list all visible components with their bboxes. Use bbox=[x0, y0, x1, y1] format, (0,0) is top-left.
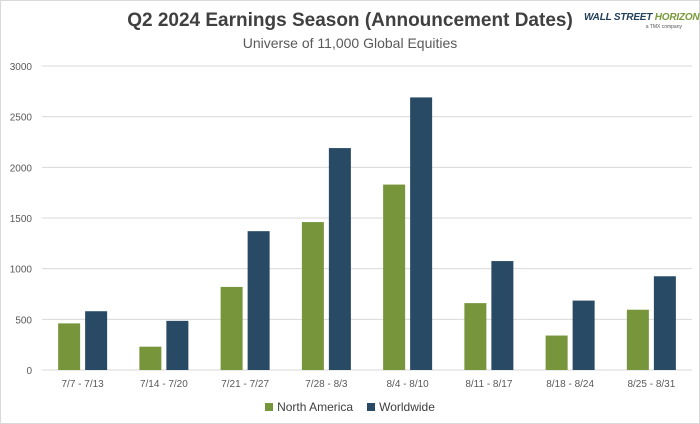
x-tick-label: 8/4 - 8/10 bbox=[386, 379, 429, 390]
legend-item-worldwide: Worldwide bbox=[367, 400, 435, 414]
x-tick-label: 7/28 - 8/3 bbox=[305, 379, 348, 390]
chart-subtitle: Universe of 11,000 Global Equities bbox=[242, 35, 458, 51]
chart-title: Q2 2024 Earnings Season (Announcement Da… bbox=[127, 10, 573, 31]
legend-swatch-worldwide bbox=[367, 403, 376, 411]
y-tick-label: 2000 bbox=[10, 163, 33, 174]
legend: North America Worldwide bbox=[0, 400, 700, 414]
bar-north-america-4 bbox=[383, 184, 406, 370]
logo-text-main: WALL STREET bbox=[584, 12, 655, 23]
y-tick-label: 1500 bbox=[10, 214, 33, 225]
bar-worldwide-3 bbox=[328, 148, 351, 370]
logo-wordmark: WALL STREET HORIZON bbox=[584, 12, 700, 23]
x-tick-label: 7/14 - 7/20 bbox=[140, 379, 188, 390]
bar-worldwide-0 bbox=[85, 311, 108, 370]
bar-north-america-1 bbox=[139, 346, 162, 370]
bar-worldwide-4 bbox=[410, 97, 433, 370]
bar-north-america-7 bbox=[626, 309, 649, 370]
bar-north-america-5 bbox=[464, 303, 487, 370]
legend-label-north-america: North America bbox=[277, 400, 354, 414]
y-axis-tick-labels: 0 500 1000 1500 2000 2500 3000 bbox=[10, 62, 33, 377]
legend-label-worldwide: Worldwide bbox=[379, 400, 435, 414]
x-tick-label: 8/25 - 8/31 bbox=[627, 379, 675, 390]
bar-north-america-0 bbox=[58, 323, 81, 370]
y-tick-label: 0 bbox=[26, 366, 32, 377]
y-tick-label: 1000 bbox=[10, 265, 33, 276]
bars bbox=[58, 97, 676, 370]
bar-worldwide-1 bbox=[166, 320, 189, 370]
bar-north-america-2 bbox=[220, 286, 243, 370]
bar-worldwide-2 bbox=[247, 231, 270, 370]
x-tick-label: 8/11 - 8/17 bbox=[465, 379, 513, 390]
logo-text-accent: HORIZON bbox=[654, 12, 700, 23]
y-tick-label: 3000 bbox=[10, 62, 33, 73]
logo-tagline: a TMX company bbox=[645, 24, 682, 30]
y-tick-label: 500 bbox=[15, 315, 32, 326]
legend-item-north-america: North America bbox=[265, 400, 353, 414]
legend-swatch-north-america bbox=[265, 403, 274, 411]
x-axis-tick-labels: 7/7 - 7/13 7/14 - 7/20 7/21 - 7/27 7/28 - 8… bbox=[61, 379, 675, 390]
bar-north-america-6 bbox=[545, 335, 568, 370]
wall-street-horizon-logo: WALL STREET HORIZON a TMX company bbox=[584, 12, 700, 42]
bar-worldwide-6 bbox=[572, 300, 595, 370]
bar-worldwide-7 bbox=[653, 276, 676, 370]
x-tick-label: 7/21 - 7/27 bbox=[221, 379, 269, 390]
y-tick-label: 2500 bbox=[10, 113, 33, 124]
x-tick-label: 8/18 - 8/24 bbox=[546, 379, 594, 390]
x-tick-label: 7/7 - 7/13 bbox=[61, 379, 104, 390]
bar-worldwide-5 bbox=[491, 261, 514, 370]
bar-north-america-3 bbox=[301, 222, 324, 370]
